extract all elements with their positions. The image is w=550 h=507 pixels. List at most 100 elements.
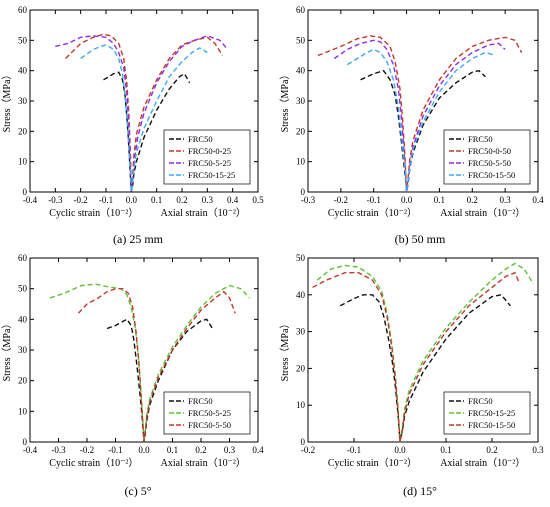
x-axis-label-axial: Axial strain（10⁻²） <box>161 207 246 219</box>
x-tick-label: -0.3 <box>48 195 63 205</box>
chart-panel-3: -0.4 -0.3 -0.2 -0.1 0.0 0.1 0.2 0.3 0.4 0 10 20 30 40… <box>1 253 264 498</box>
x-tick-label: -0.1 <box>367 195 381 205</box>
y-tick-label: 40 <box>18 314 28 324</box>
y-tick-label: 50 <box>18 35 28 45</box>
x-tick-label: 0.2 <box>176 195 187 205</box>
series-line-4 <box>347 48 496 192</box>
y-tick-label: 60 <box>18 253 28 263</box>
legend-label: FRC50 <box>468 396 493 406</box>
y-tick-label: 10 <box>296 400 306 410</box>
x-tick-label: 0.3 <box>224 445 236 455</box>
y-tick-label: 20 <box>18 376 28 386</box>
legend-label: FRC50-15-50 <box>468 170 515 180</box>
legend-label: FRC50 <box>468 134 493 144</box>
x-tick-label: 0.5 <box>252 195 264 205</box>
x-tick-label: 0.0 <box>401 195 413 205</box>
x-axis-label-axial: Axial strain（10⁻²） <box>440 457 525 469</box>
x-tick-label: 0.0 <box>126 195 138 205</box>
x-tick-label: -0.3 <box>51 445 66 455</box>
legend-label: FRC50-15-25 <box>468 408 515 418</box>
x-tick-label: 0.4 <box>227 195 239 205</box>
legend-label: FRC50 <box>188 396 213 406</box>
x-axis-label-cyclic: Cyclic strain（10⁻²） <box>328 207 417 219</box>
y-axis-label: Stress（MPa） <box>1 70 13 133</box>
x-tick-label: -0.4 <box>23 195 38 205</box>
x-axis-label-axial: Axial strain（10⁻²） <box>440 207 525 219</box>
x-tick-label: 0.4 <box>532 195 544 205</box>
x-tick-label: 0.3 <box>532 445 544 455</box>
legend-label: FRC50-5-25 <box>188 408 231 418</box>
series-line-2 <box>49 283 251 442</box>
y-tick-label: 60 <box>18 5 28 15</box>
y-axis-label: Stress（MPa） <box>279 319 291 382</box>
legend-label: FRC50-5-50 <box>188 420 231 430</box>
y-tick-label: 10 <box>18 406 28 416</box>
x-tick-label: 0.4 <box>252 445 264 455</box>
chart-panel-4: -0.2 -0.1 0.0 0.1 0.2 0.3 0 10 20 30 40 50 Stress（MP… <box>279 253 544 498</box>
panel-caption: (b) 50 mm <box>395 232 446 246</box>
x-axis-label-cyclic: Cyclic strain（10⁻²） <box>328 457 417 469</box>
y-tick-label: 30 <box>18 345 28 355</box>
legend-label: FRC50-0-50 <box>468 146 511 156</box>
series-line-3 <box>55 35 229 192</box>
panel-caption: (d) 15° <box>403 484 437 498</box>
x-tick-label: 0.3 <box>500 195 512 205</box>
y-tick-label: 50 <box>296 253 306 263</box>
x-tick-label: -0.2 <box>334 195 348 205</box>
x-tick-label: -0.2 <box>80 445 94 455</box>
y-tick-label: 40 <box>18 66 28 76</box>
x-axis-label-cyclic: Cyclic strain（10⁻²） <box>49 207 138 219</box>
x-tick-label: 0.3 <box>202 195 214 205</box>
series-line-4 <box>80 44 208 192</box>
y-axis-label: Stress（MPa） <box>1 319 13 382</box>
x-tick-label: 0.0 <box>394 445 406 455</box>
x-tick-label: 0.1 <box>434 195 445 205</box>
x-tick-label: 0.2 <box>486 445 497 455</box>
y-tick-label: 10 <box>18 157 28 167</box>
y-tick-label: 0 <box>23 187 28 197</box>
x-tick-label: 0.0 <box>138 445 150 455</box>
y-tick-label: 0 <box>301 187 306 197</box>
y-tick-label: 20 <box>296 126 306 136</box>
x-tick-label: -0.2 <box>301 445 315 455</box>
x-tick-label: 0.1 <box>151 195 162 205</box>
legend-label: FRC50-15-25 <box>188 170 235 180</box>
legend-label: FRC50 <box>188 134 213 144</box>
legend-label: FRC50-5-25 <box>188 158 231 168</box>
series-line-3 <box>77 288 236 442</box>
x-tick-label: -0.1 <box>99 195 113 205</box>
x-tick-label: -0.3 <box>301 195 316 205</box>
series-line-2 <box>316 262 534 442</box>
x-tick-label: -0.4 <box>23 445 38 455</box>
legend-label: FRC50-5-50 <box>468 158 511 168</box>
plot-frame <box>307 257 539 443</box>
legend-label: FRC50-0-25 <box>188 146 231 156</box>
x-tick-label: -0.1 <box>347 445 361 455</box>
x-tick-label: 0.2 <box>467 195 478 205</box>
chart-panel-1: -0.4 -0.3 -0.2 -0.1 0.0 0.1 0.2 0.3 0.4 0.5 0 10 20 3… <box>1 5 264 246</box>
y-tick-label: 20 <box>296 363 306 373</box>
y-tick-label: 50 <box>18 284 28 294</box>
y-tick-label: 10 <box>296 157 306 167</box>
x-tick-label: 0.1 <box>167 445 178 455</box>
y-tick-label: 50 <box>296 35 306 45</box>
x-axis-label-cyclic: Cyclic strain（10⁻²） <box>49 457 138 469</box>
y-tick-label: 0 <box>23 437 28 447</box>
x-tick-label: -0.2 <box>74 195 88 205</box>
y-tick-label: 0 <box>301 437 306 447</box>
y-tick-label: 40 <box>296 66 306 76</box>
legend-box <box>443 391 531 435</box>
panel-caption: (a) 25 mm <box>113 232 164 246</box>
y-tick-label: 30 <box>296 96 306 106</box>
legend-label: FRC50-15-50 <box>468 420 515 430</box>
y-tick-label: 30 <box>296 327 306 337</box>
y-axis-label: Stress（MPa） <box>279 70 291 133</box>
panel-caption: (c) 5° <box>124 484 151 498</box>
x-tick-label: 0.1 <box>440 445 451 455</box>
y-tick-label: 60 <box>296 5 306 15</box>
series-line-1 <box>339 294 511 442</box>
series-line-1 <box>103 71 191 192</box>
y-tick-label: 40 <box>296 290 306 300</box>
